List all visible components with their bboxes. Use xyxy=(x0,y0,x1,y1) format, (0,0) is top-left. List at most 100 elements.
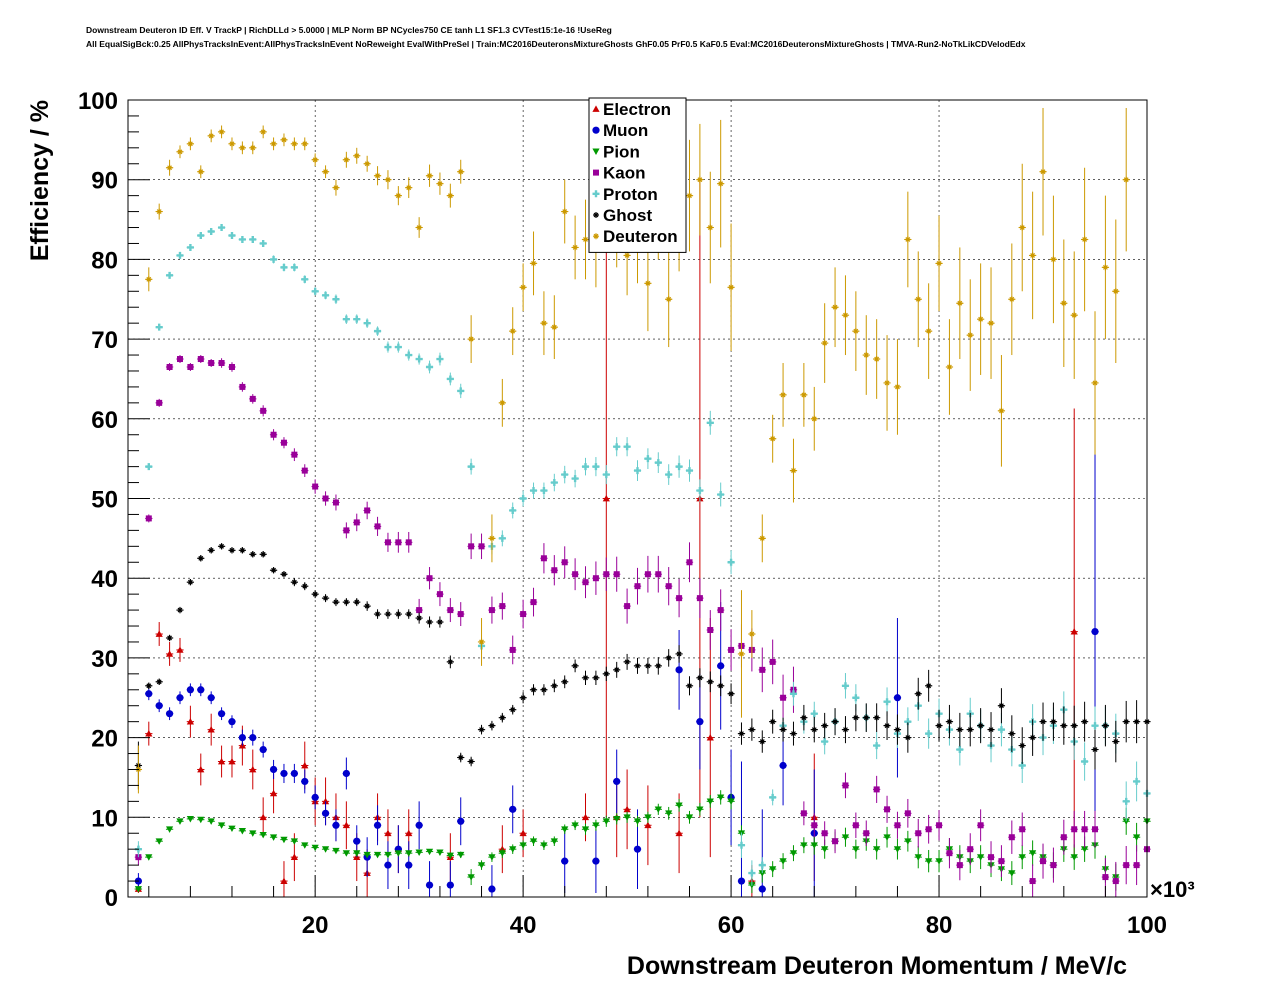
data-point xyxy=(228,140,235,147)
data-point xyxy=(821,340,828,347)
data-point xyxy=(239,144,246,151)
data-point xyxy=(1133,718,1140,725)
data-point xyxy=(1092,379,1099,386)
data-point xyxy=(675,666,683,674)
data-point xyxy=(301,583,308,590)
data-point xyxy=(1060,722,1067,729)
data-point xyxy=(717,491,725,499)
data-point xyxy=(988,726,995,733)
data-point xyxy=(1112,738,1119,745)
data-point xyxy=(280,571,287,578)
data-point xyxy=(925,328,932,335)
data-point xyxy=(592,857,600,865)
data-point xyxy=(415,355,423,363)
data-point xyxy=(405,861,413,869)
data-point xyxy=(894,383,901,390)
data-point xyxy=(499,714,506,721)
data-point xyxy=(520,284,527,291)
data-point xyxy=(1102,874,1109,881)
data-point xyxy=(280,263,288,271)
data-point xyxy=(321,809,330,817)
data-point xyxy=(374,327,382,335)
data-point xyxy=(602,494,610,502)
data-point xyxy=(717,662,725,670)
series-muon xyxy=(134,416,1099,897)
data-point xyxy=(353,315,361,323)
data-point xyxy=(821,738,829,746)
data-point xyxy=(540,320,547,327)
data-point xyxy=(1040,168,1047,175)
data-point xyxy=(353,837,361,845)
data-point xyxy=(217,822,226,829)
data-point xyxy=(1071,722,1078,729)
data-point xyxy=(457,817,465,825)
data-point xyxy=(707,224,714,231)
data-point xyxy=(342,315,350,323)
x-tick-label: 60 xyxy=(718,912,745,939)
data-point xyxy=(1102,722,1109,729)
data-point xyxy=(634,467,641,475)
data-point xyxy=(893,694,902,702)
y-tick-label: 30 xyxy=(91,646,118,673)
data-point xyxy=(789,690,797,698)
data-point xyxy=(1092,826,1099,833)
data-point xyxy=(592,674,599,681)
data-point xyxy=(894,822,901,829)
data-point xyxy=(810,710,818,718)
data-point xyxy=(956,746,964,754)
data-point xyxy=(217,710,226,718)
data-point xyxy=(1008,296,1015,303)
data-point xyxy=(977,316,984,323)
data-point xyxy=(530,487,538,495)
data-point xyxy=(343,599,350,606)
data-point xyxy=(696,718,704,726)
data-point xyxy=(145,276,152,283)
data-point xyxy=(269,789,278,797)
data-point xyxy=(540,555,547,562)
data-point xyxy=(925,730,933,738)
data-point xyxy=(811,726,818,733)
data-point xyxy=(967,846,974,853)
data-point xyxy=(488,854,496,861)
data-point xyxy=(841,834,850,841)
data-point xyxy=(260,407,267,414)
data-point xyxy=(1018,854,1026,861)
data-point xyxy=(873,742,881,750)
data-point xyxy=(655,571,662,578)
data-point xyxy=(364,160,371,167)
data-point xyxy=(602,818,610,825)
data-point xyxy=(873,786,880,793)
data-point xyxy=(956,300,963,307)
data-point xyxy=(592,126,600,134)
data-point xyxy=(270,431,277,438)
data-point xyxy=(748,726,755,733)
data-point xyxy=(186,243,194,251)
data-point xyxy=(561,559,568,566)
data-point xyxy=(228,547,235,554)
data-point xyxy=(1029,878,1036,885)
data-point xyxy=(405,850,413,857)
legend-entry-ghost: Ghost xyxy=(593,206,652,225)
data-point xyxy=(915,690,922,697)
data-point xyxy=(384,343,392,351)
data-point xyxy=(218,128,225,135)
data-point xyxy=(238,235,246,243)
data-point xyxy=(478,726,485,733)
data-point xyxy=(156,208,163,215)
data-point xyxy=(1029,734,1036,741)
data-point xyxy=(800,842,808,849)
data-point xyxy=(384,176,391,183)
data-point xyxy=(176,356,183,363)
data-point xyxy=(416,615,423,622)
data-point xyxy=(405,539,412,546)
data-point xyxy=(218,360,225,367)
data-point xyxy=(269,834,278,841)
data-point xyxy=(676,650,683,657)
data-point xyxy=(249,765,257,773)
data-point xyxy=(363,851,371,859)
data-point xyxy=(208,360,215,367)
data-point xyxy=(145,515,152,522)
data-point xyxy=(842,312,849,319)
data-point xyxy=(415,849,423,856)
data-point xyxy=(737,877,746,885)
